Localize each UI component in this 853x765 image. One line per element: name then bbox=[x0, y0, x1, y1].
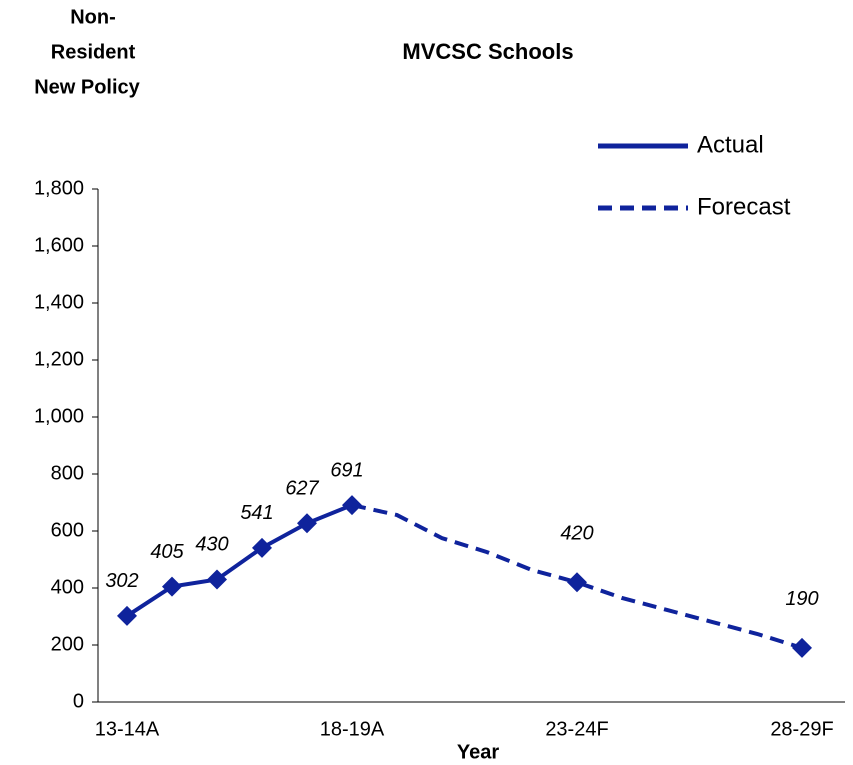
marker bbox=[792, 637, 812, 658]
y-tick-label: 1,400 bbox=[34, 291, 84, 313]
y-axis-label: New Policy bbox=[34, 76, 140, 98]
legend-label: Actual bbox=[697, 131, 764, 158]
chart-title: MVCSC Schools bbox=[402, 39, 573, 64]
x-tick-label: 18-19A bbox=[320, 718, 385, 740]
data-label: 420 bbox=[560, 523, 593, 545]
data-label: 541 bbox=[240, 502, 273, 524]
y-tick-label: 200 bbox=[51, 633, 84, 655]
data-label: 302 bbox=[105, 570, 138, 592]
x-tick-label: 13-14A bbox=[95, 718, 160, 740]
series-line bbox=[125, 503, 353, 618]
y-tick-label: 0 bbox=[73, 690, 84, 712]
x-tick-label: 28-29F bbox=[770, 718, 833, 740]
y-tick-label: 1,200 bbox=[34, 348, 84, 370]
y-tick-label: 1,000 bbox=[34, 405, 84, 427]
y-tick-label: 1,600 bbox=[34, 234, 84, 256]
y-tick-label: 800 bbox=[51, 462, 84, 484]
marker bbox=[252, 537, 272, 558]
marker bbox=[117, 605, 137, 626]
marker bbox=[207, 569, 227, 590]
y-axis-label: Resident bbox=[51, 41, 136, 63]
legend-label: Forecast bbox=[697, 193, 791, 220]
y-tick-label: 1,800 bbox=[34, 177, 84, 199]
data-label: 190 bbox=[785, 588, 818, 610]
y-tick-label: 600 bbox=[51, 519, 84, 541]
marker bbox=[567, 572, 587, 593]
marker bbox=[162, 576, 182, 597]
data-label: 405 bbox=[150, 541, 184, 563]
y-tick-label: 400 bbox=[51, 576, 84, 598]
data-label: 627 bbox=[285, 478, 319, 500]
data-label: 691 bbox=[330, 459, 363, 481]
data-label: 430 bbox=[195, 534, 228, 556]
series-line bbox=[351, 503, 803, 650]
x-axis-label: Year bbox=[457, 741, 499, 763]
y-axis-label: Non- bbox=[70, 6, 116, 28]
marker bbox=[297, 513, 317, 534]
x-tick-label: 23-24F bbox=[545, 718, 608, 740]
